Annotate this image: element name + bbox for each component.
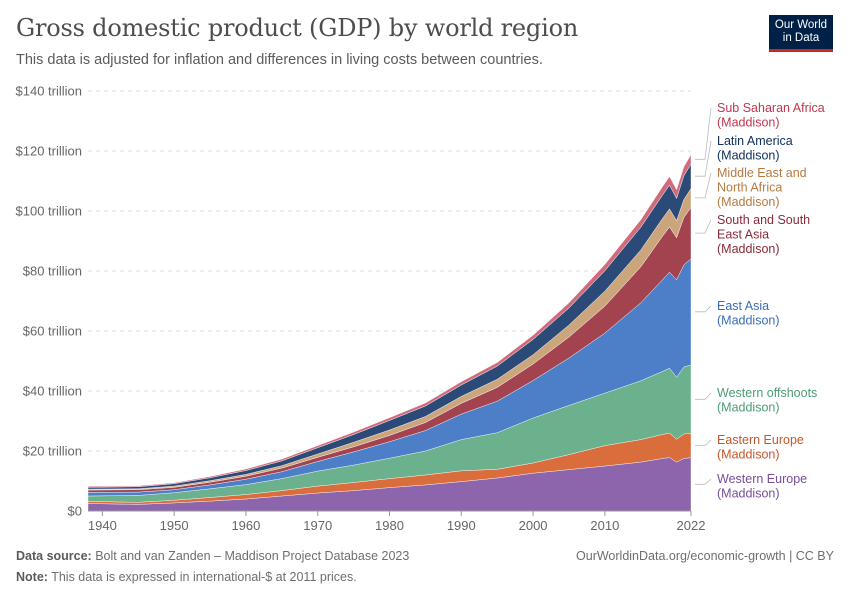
x-tick-label: 2022	[677, 518, 706, 533]
legend-label-line: (Maddison)	[717, 242, 780, 256]
legend-connector	[695, 478, 712, 485]
y-tick-label: $0	[68, 504, 82, 519]
legend-connector	[695, 439, 712, 446]
x-tick-label: 1980	[375, 518, 404, 533]
legend-connector	[695, 392, 712, 400]
y-tick-label: $140 trillion	[16, 84, 83, 99]
credit-link[interactable]: OurWorldinData.org/economic-growth | CC …	[576, 549, 834, 563]
legend-label-line: North Africa	[717, 181, 782, 195]
data-source-label: Data source:	[16, 549, 92, 563]
legend-label-line: (Maddison)	[717, 116, 780, 130]
legend-label-line: Eastern Europe	[717, 433, 804, 447]
legend-label-line: Middle East and	[717, 166, 807, 180]
x-tick-label: 1990	[447, 518, 476, 533]
legend-connector	[695, 140, 712, 177]
legend-label: Western Europe (Maddison)	[717, 472, 807, 501]
logo-line-2: in Data	[782, 32, 820, 44]
data-source-text[interactable]: Bolt and van Zanden – Maddison Project D…	[95, 549, 410, 563]
y-axis: $0 $20 trillion $40 trillion $60 trillion $8…	[16, 84, 83, 519]
y-tick-label: $60 trillion	[23, 324, 82, 339]
x-tick-label: 1970	[303, 518, 332, 533]
legend: Sub Saharan Africa (Maddison)Latin Americ…	[695, 101, 825, 501]
legend-label-line: Sub Saharan Africa	[717, 101, 825, 115]
note-text: This data is expressed in international-…	[51, 570, 357, 584]
legend-connector	[695, 305, 712, 313]
logo-line-1: Our World	[774, 19, 828, 31]
legend-label: Eastern Europe (Maddison)	[717, 433, 804, 462]
chart-note: Note: This data is expressed in internat…	[16, 570, 357, 584]
y-tick-label: $40 trillion	[23, 384, 82, 399]
legend-label-line: South and South	[717, 213, 810, 227]
chart-subtitle: This data is adjusted for inflation and …	[16, 52, 543, 68]
legend-label: East Asia (Maddison)	[717, 299, 780, 328]
x-tick-label: 2010	[590, 518, 619, 533]
legend-label-line: East Asia	[717, 228, 769, 242]
legend-label-line: East Asia	[717, 299, 769, 313]
data-source: Data source: Bolt and van Zanden – Maddi…	[16, 549, 409, 563]
legend-connector	[695, 172, 712, 199]
y-tick-label: $20 trillion	[23, 444, 82, 459]
x-tick-label: 1940	[88, 518, 117, 533]
legend-label: Sub Saharan Africa (Maddison)	[717, 101, 825, 130]
y-tick-label: $100 trillion	[16, 204, 83, 219]
x-tick-label: 1960	[231, 518, 260, 533]
legend-connector	[695, 107, 712, 160]
x-tick-label: 2000	[519, 518, 548, 533]
legend-label-line: (Maddison)	[717, 487, 780, 501]
legend-label: Middle East and North Africa (Maddison)	[717, 166, 807, 209]
legend-connector	[695, 219, 712, 234]
legend-label-line: Latin America	[717, 134, 793, 148]
gdp-stacked-area-chart: $0 $20 trillion $40 trillion $60 trillion $8…	[16, 84, 825, 534]
legend-label-line: (Maddison)	[717, 149, 780, 163]
legend-label-line: (Maddison)	[717, 314, 780, 328]
x-axis: 1940 1950 1960 1970 1980 1990 2000 2010 2022	[88, 510, 706, 533]
owid-logo[interactable]: Our World in Data	[769, 15, 833, 52]
legend-label: Latin America (Maddison)	[717, 134, 793, 163]
legend-label-line: Western offshoots	[717, 386, 817, 400]
y-tick-label: $80 trillion	[23, 264, 82, 279]
legend-label-line: (Maddison)	[717, 195, 780, 209]
legend-label-line: (Maddison)	[717, 448, 780, 462]
area-series	[87, 153, 692, 488]
legend-label: South and South East Asia (Maddison)	[717, 213, 810, 256]
legend-label-line: Western Europe	[717, 472, 807, 486]
y-tick-label: $120 trillion	[16, 144, 83, 159]
legend-label-line: (Maddison)	[717, 401, 780, 415]
x-tick-label: 1950	[160, 518, 189, 533]
note-label: Note:	[16, 570, 48, 584]
area-series-group	[87, 153, 692, 512]
chart-title: Gross domestic product (GDP) by world re…	[16, 14, 579, 42]
legend-label: Western offshoots (Maddison)	[717, 386, 817, 415]
